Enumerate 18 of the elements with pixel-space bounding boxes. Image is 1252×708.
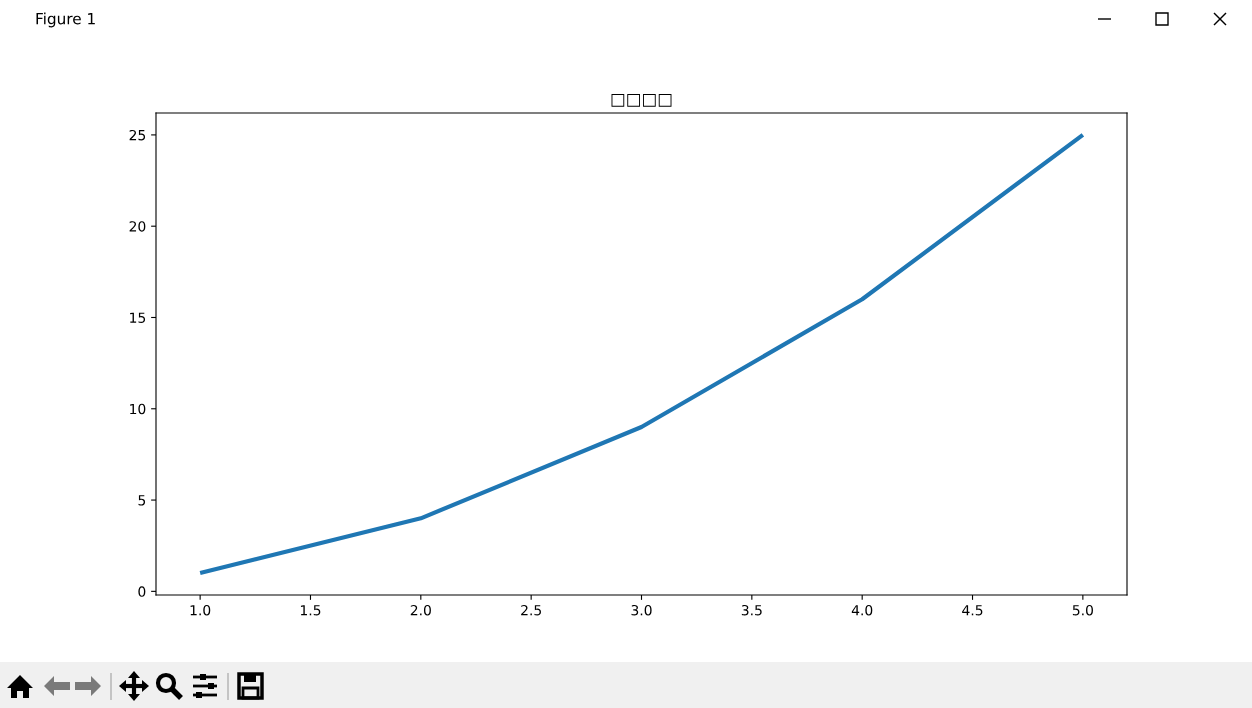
x-tick-label: 4.5 (962, 605, 983, 616)
x-tick-label: 1.5 (300, 605, 321, 616)
x-tick-label: 4.0 (851, 604, 873, 616)
x-tick-label: 3.0 (631, 604, 652, 616)
y-tick-label: 15 (130, 312, 146, 323)
y-tick-label: 20 (129, 221, 146, 232)
x-tick-label: 2.0 (410, 604, 431, 616)
y-tick-label: 10 (130, 403, 146, 415)
line-series (198, 132, 1085, 576)
x-tick-label: 2.5 (521, 604, 541, 616)
x-tick-label: 1.0 (190, 604, 211, 616)
x-tick-label: 5.0 (1072, 604, 1093, 616)
y-tick-label: 5 (138, 495, 146, 506)
y-tick-label: 25 (129, 129, 146, 141)
caption: Figure 1 (36, 12, 95, 28)
y-tick-label: 0 (138, 586, 146, 597)
chart-title: □□□□ (611, 93, 672, 107)
x-tick-label: 3.5 (741, 604, 762, 616)
